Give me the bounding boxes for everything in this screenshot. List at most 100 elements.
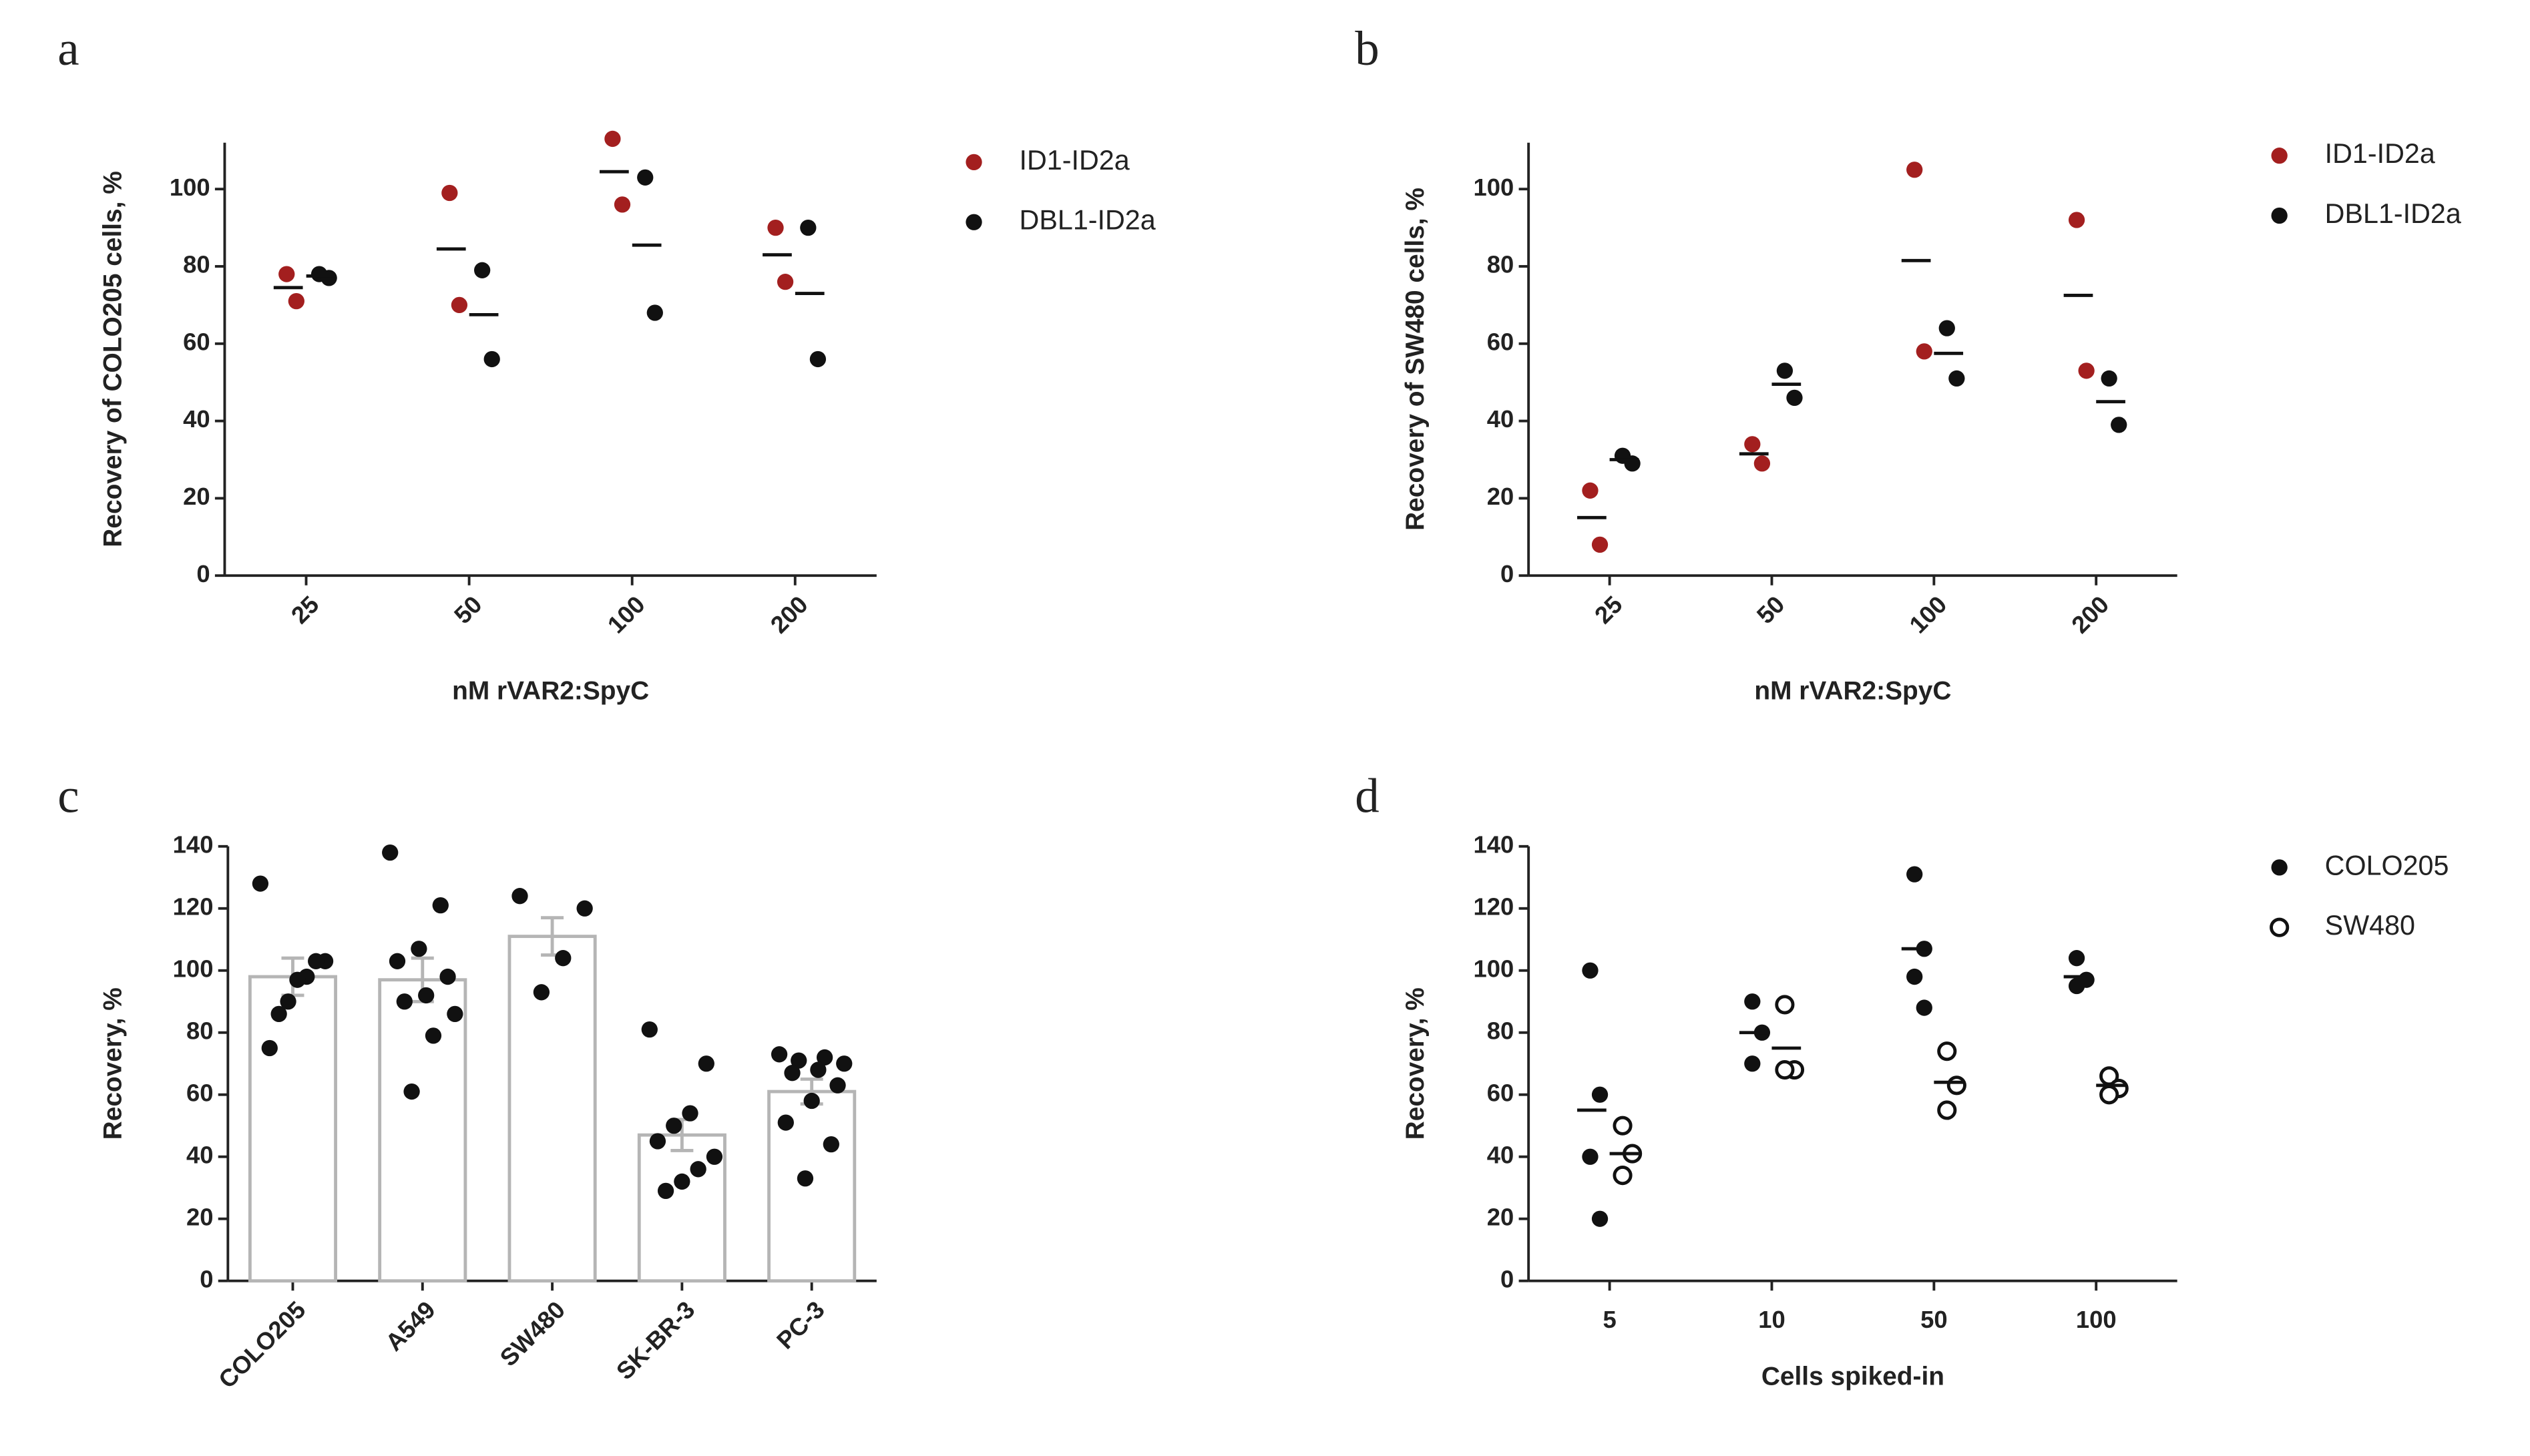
data-point <box>533 984 550 1001</box>
y-tick-label: 0 <box>196 560 210 587</box>
x-tick-label: 100 <box>1904 591 1952 639</box>
data-point <box>1613 1116 1633 1136</box>
data-point <box>474 262 491 278</box>
legend-marker <box>966 154 982 171</box>
data-point <box>2099 1085 2119 1105</box>
data-point <box>447 1005 463 1023</box>
data-point <box>280 993 296 1010</box>
data-point <box>767 219 784 236</box>
data-point <box>2068 977 2085 995</box>
data-point <box>637 169 654 186</box>
data-point <box>1591 1210 1609 1227</box>
x-tick-label: 5 <box>1603 1306 1616 1333</box>
data-point <box>1906 866 1923 883</box>
data-point <box>382 844 399 861</box>
y-tick-label: 40 <box>1487 1141 1514 1168</box>
data-point <box>1613 1166 1633 1186</box>
data-point <box>411 941 427 957</box>
data-point <box>1938 320 1955 336</box>
data-point <box>800 219 817 236</box>
data-point <box>451 296 468 314</box>
data-point <box>1582 1148 1599 1165</box>
data-point <box>649 1133 666 1150</box>
data-point <box>1753 455 1771 472</box>
y-tick-label: 100 <box>1474 955 1514 982</box>
data-point <box>511 888 528 905</box>
data-point <box>425 1027 442 1044</box>
data-point <box>777 1114 794 1131</box>
legend-marker <box>2270 917 2290 937</box>
bar <box>507 935 597 1283</box>
x-tick-label: 50 <box>1751 591 1790 630</box>
x-tick-label: 10 <box>1758 1306 1785 1333</box>
data-point <box>289 971 306 988</box>
y-tick-label: 40 <box>1487 405 1514 433</box>
y-tick-label: 140 <box>173 830 214 858</box>
data-point <box>418 987 435 1004</box>
data-point <box>483 350 500 368</box>
data-point <box>2068 950 2085 967</box>
data-point <box>261 1039 278 1057</box>
x-tick-label: 100 <box>2076 1306 2117 1333</box>
y-tick-label: 120 <box>173 893 214 920</box>
legend-label: COLO205 <box>2325 850 2449 881</box>
y-tick-label: 20 <box>186 1203 214 1230</box>
legend-marker <box>966 214 982 230</box>
x-tick-label: COLO205 <box>213 1296 310 1393</box>
data-point <box>1591 536 1609 553</box>
data-point <box>682 1105 698 1122</box>
data-point <box>1744 1055 1761 1072</box>
data-point <box>1946 1075 1966 1096</box>
data-point <box>1937 1041 1957 1061</box>
panel-letter: d <box>1355 769 1379 823</box>
y-tick-label: 40 <box>183 405 210 433</box>
legend-label: DBL1-ID2a <box>2325 198 2461 229</box>
data-point <box>2111 417 2127 433</box>
data-point <box>809 350 827 368</box>
legend-marker <box>2271 207 2288 224</box>
data-point <box>791 1052 807 1069</box>
data-point <box>690 1161 706 1178</box>
data-point <box>1906 968 1923 985</box>
y-tick-label: 20 <box>183 483 210 510</box>
data-point <box>641 1021 658 1038</box>
legend-label: ID1-ID2a <box>1020 145 1130 176</box>
panel-letter: b <box>1355 21 1379 75</box>
data-point <box>2068 212 2085 228</box>
y-tick-label: 0 <box>1500 560 1514 587</box>
data-point <box>706 1148 723 1165</box>
data-point <box>389 953 406 969</box>
y-tick-label: 80 <box>1487 251 1514 278</box>
x-tick-label: 25 <box>286 591 325 630</box>
x-axis-title: Cells spiked-in <box>1761 1363 1944 1391</box>
data-point <box>1624 455 1641 472</box>
x-tick-label: PC-3 <box>771 1296 830 1355</box>
panel-letter: a <box>57 21 79 75</box>
y-tick-label: 100 <box>170 174 210 201</box>
data-point <box>278 266 295 282</box>
data-point <box>1582 962 1599 979</box>
data-point <box>698 1055 714 1072</box>
data-point <box>252 875 269 892</box>
data-point <box>555 950 572 967</box>
legend-label: ID1-ID2a <box>2325 138 2435 169</box>
y-tick-label: 20 <box>1487 1203 1514 1230</box>
data-point <box>576 900 593 917</box>
y-axis-title: Recovery, % <box>1401 987 1430 1140</box>
data-point <box>1744 436 1761 453</box>
bar <box>248 975 338 1283</box>
x-tick-label: 50 <box>449 591 487 630</box>
x-tick-label: 25 <box>1589 591 1628 630</box>
y-tick-label: 140 <box>1474 830 1514 858</box>
data-point <box>836 1055 853 1072</box>
data-point <box>432 897 449 914</box>
data-point <box>1916 343 1932 360</box>
data-point <box>396 993 413 1010</box>
y-tick-label: 60 <box>183 328 210 355</box>
data-point <box>803 1092 820 1110</box>
data-point <box>829 1077 846 1094</box>
data-point <box>1776 362 1794 379</box>
x-tick-label: SK-BR-3 <box>611 1296 700 1385</box>
y-tick-label: 100 <box>1474 174 1514 201</box>
